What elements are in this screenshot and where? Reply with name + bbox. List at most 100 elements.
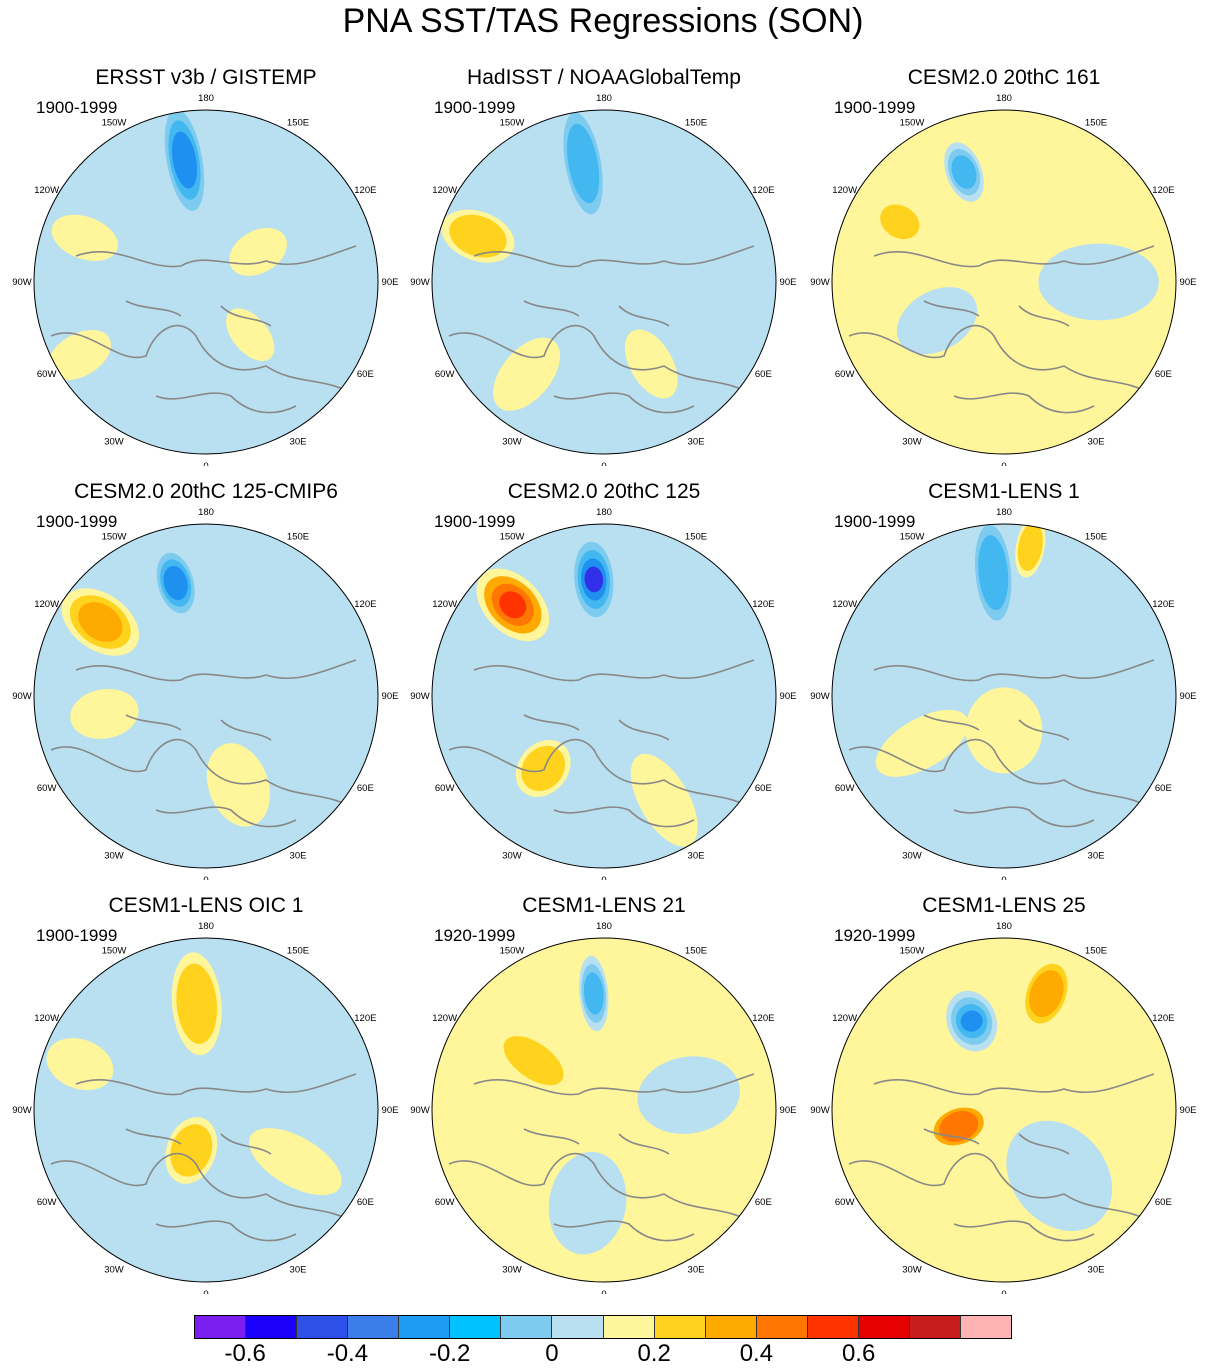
panel-title: CESM1-LENS 1 xyxy=(928,480,1080,503)
colorbar-box xyxy=(348,1316,400,1338)
longitude-label: 180 xyxy=(996,921,1012,932)
longitude-label: 0 xyxy=(1001,1289,1006,1294)
map-boundary xyxy=(33,937,379,1283)
anomaly-contour xyxy=(171,131,198,189)
longitude-label: 150E xyxy=(685,532,707,543)
longitude-label: 60W xyxy=(37,1197,57,1208)
map-panel: CESM1-LENS 21 180 150E 120E 90E 60E 30E 0 30W 60W… xyxy=(404,894,804,1294)
longitude-label: 90W xyxy=(810,277,830,288)
longitude-label: 120W xyxy=(34,599,59,610)
longitude-label: 60E xyxy=(357,783,374,794)
longitude-label: 30E xyxy=(290,1264,307,1275)
anomaly-contour xyxy=(46,1038,114,1091)
longitude-label: 30W xyxy=(104,850,124,861)
longitude-label: 60E xyxy=(1155,369,1172,380)
longitude-label: 150W xyxy=(900,946,925,957)
map-boundary xyxy=(831,937,1177,1283)
period-label: 1900-1999 xyxy=(36,512,118,531)
map-panel: ERSST v3b / GISTEMP 180 150E 120E 90E 60E 30E 0… xyxy=(6,66,406,466)
period-label: 1900-1999 xyxy=(36,926,118,945)
map-background xyxy=(832,110,1176,454)
colorbar-tick-label: -0.6 xyxy=(224,1340,266,1367)
coastline xyxy=(50,245,357,414)
longitude-label: 30W xyxy=(902,850,922,861)
longitude-label: 150E xyxy=(287,118,309,129)
longitude-label: 60W xyxy=(835,783,855,794)
colorbar-box xyxy=(552,1316,604,1338)
colorbar-tick-label: 0.4 xyxy=(739,1340,774,1367)
longitude-label: 30W xyxy=(502,436,522,447)
longitude-label: 60E xyxy=(1155,783,1172,794)
period-label: 1920-1999 xyxy=(434,926,516,945)
colorbar-box xyxy=(654,1316,706,1338)
longitude-label: 120E xyxy=(354,599,376,610)
coastline xyxy=(448,659,755,828)
anomaly-contour xyxy=(630,753,698,847)
longitude-label: 30E xyxy=(688,436,705,447)
longitude-label: 30W xyxy=(902,436,922,447)
longitude-label: 180 xyxy=(996,93,1012,104)
longitude-label: 150E xyxy=(1085,118,1107,129)
longitude-label: 120W xyxy=(832,1013,857,1024)
longitude-label: 0 xyxy=(1001,461,1006,466)
map-boundary xyxy=(33,109,379,455)
longitude-label: 150E xyxy=(287,946,309,957)
longitude-label: 90W xyxy=(12,691,32,702)
panel-title: CESM2.0 20thC 125 xyxy=(507,480,701,503)
anomaly-contour xyxy=(176,963,218,1044)
longitude-label: 120W xyxy=(34,185,59,196)
colorbar-tick-label: -0.2 xyxy=(428,1340,471,1367)
longitude-label: 180 xyxy=(596,93,612,104)
period-label: 1900-1999 xyxy=(434,98,516,117)
anomaly-contour xyxy=(499,591,527,619)
panel-title: CESM2.0 20thC 125-CMIP6 xyxy=(74,480,338,503)
colorbar-tick-label: -0.4 xyxy=(326,1340,369,1367)
colorbar-box xyxy=(297,1316,349,1338)
polar-map: 180 150E 120E 90E 60E 30E 0 30W 60W 90W 120W 150W xyxy=(12,93,398,466)
longitude-label: 60E xyxy=(755,783,772,794)
figure-title: PNA SST/TAS Regressions (SON) xyxy=(342,2,864,40)
longitude-label: 30W xyxy=(104,1264,124,1275)
longitude-label: 60W xyxy=(435,369,455,380)
longitude-label: 150W xyxy=(102,118,127,129)
map-background xyxy=(432,938,776,1282)
coastline xyxy=(848,1073,1155,1242)
longitude-label: 30E xyxy=(688,1264,705,1275)
colorbar-box xyxy=(858,1316,910,1338)
polar-map: 180 150E 120E 90E 60E 30E 0 30W 60W 90W 120W 150W xyxy=(410,507,796,880)
longitude-label: 30W xyxy=(902,1264,922,1275)
longitude-label: 30E xyxy=(1088,436,1105,447)
longitude-label: 120E xyxy=(1152,599,1174,610)
period-label: 1900-1999 xyxy=(834,512,916,531)
longitude-label: 60W xyxy=(835,369,855,380)
anomaly-contour xyxy=(960,1010,983,1032)
anomaly-contour xyxy=(70,688,139,739)
colorbar-box xyxy=(450,1316,502,1338)
anomaly-contour xyxy=(965,687,1043,774)
longitude-label: 150E xyxy=(1085,946,1107,957)
longitude-label: 90E xyxy=(382,691,399,702)
longitude-label: 90E xyxy=(1180,1105,1197,1116)
coastline xyxy=(448,1073,755,1242)
longitude-label: 120W xyxy=(832,599,857,610)
coastline xyxy=(50,659,357,828)
anomaly-contour xyxy=(1038,243,1159,321)
longitude-label: 60E xyxy=(755,1197,772,1208)
map-panel: CESM2.0 20thC 125 180 150E 120E 90E 60E 30E 0 30… xyxy=(404,480,804,880)
longitude-label: 120W xyxy=(832,185,857,196)
longitude-label: 120E xyxy=(752,185,774,196)
longitude-label: 150E xyxy=(685,946,707,957)
longitude-label: 30W xyxy=(502,850,522,861)
longitude-label: 60W xyxy=(435,783,455,794)
anomaly-contour xyxy=(170,1124,213,1177)
colorbar-tick-label: 0 xyxy=(545,1340,559,1367)
anomaly-contour xyxy=(78,602,123,642)
longitude-label: 120W xyxy=(432,599,457,610)
panel-title: CESM2.0 20thC 161 xyxy=(907,66,1101,89)
longitude-label: 180 xyxy=(198,921,214,932)
longitude-label: 60W xyxy=(835,1197,855,1208)
longitude-label: 120W xyxy=(432,1013,457,1024)
anomaly-contour xyxy=(584,566,604,593)
anomaly-contour xyxy=(583,972,604,1015)
anomaly-contour xyxy=(206,743,270,827)
